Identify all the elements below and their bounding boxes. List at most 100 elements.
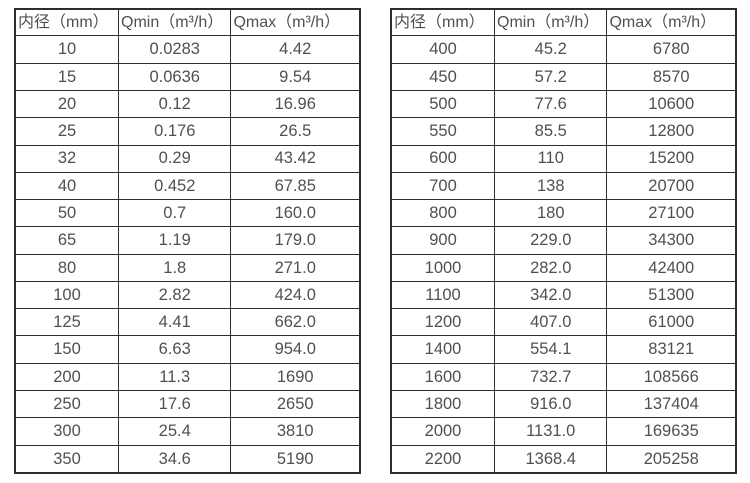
table-cell: 138 (493, 171, 608, 201)
table-row: 65 1.19 179.0 (14, 226, 361, 255)
table-cell: 550 (390, 117, 495, 146)
table-cell: 600 (390, 144, 495, 173)
table-row: 250 17.6 2650 (14, 390, 361, 419)
table-cell: 110 (493, 144, 608, 173)
table-cell: 250 (14, 390, 119, 419)
table-cell: 25.4 (117, 417, 232, 446)
table-header-row: 内径（mm） Qmin（m³/h） Qmax（m³/h） (390, 8, 737, 37)
table-row: 1400 554.1 83121 (390, 335, 737, 364)
flow-rate-table-large-diameters: 内径（mm） Qmin（m³/h） Qmax（m³/h） 400 45.2 6780 45… (390, 8, 737, 474)
table-row: 2200 1368.4 205258 (390, 444, 737, 474)
table-cell: 26.5 (230, 117, 361, 146)
table-row: 1200 407.0 61000 (390, 308, 737, 337)
table-cell: 125 (14, 308, 119, 337)
table-cell: 0.0283 (117, 35, 232, 64)
table-row: 50 0.7 160.0 (14, 199, 361, 228)
table-cell: 51300 (606, 280, 737, 310)
table-row: 80 1.8 271.0 (14, 253, 361, 282)
table-cell: 180 (493, 199, 608, 228)
table-row: 600 110 15200 (390, 144, 737, 173)
table-cell: 45.2 (493, 35, 608, 64)
table-cell: 554.1 (493, 335, 608, 364)
table-row: 900 229.0 34300 (390, 226, 737, 255)
table-cell: 400 (390, 35, 495, 64)
column-header: Qmax（m³/h） (230, 8, 361, 37)
table-cell: 200 (14, 362, 119, 392)
table-cell: 662.0 (230, 308, 361, 337)
table-cell: 57.2 (493, 62, 608, 91)
table-row: 100 2.82 424.0 (14, 280, 361, 310)
table-cell: 25 (14, 117, 119, 146)
table-cell: 9.54 (230, 62, 361, 91)
table-cell: 4.41 (117, 308, 232, 337)
table-cell: 1600 (390, 362, 495, 392)
column-header: Qmin（m³/h） (493, 8, 608, 37)
table-row: 1000 282.0 42400 (390, 253, 737, 282)
table-cell: 1368.4 (493, 444, 608, 474)
table-cell: 43.42 (230, 144, 361, 173)
table-cell: 205258 (606, 444, 737, 474)
table-cell: 85.5 (493, 117, 608, 146)
table-cell: 67.85 (230, 171, 361, 201)
table-cell: 916.0 (493, 390, 608, 419)
table-cell: 50 (14, 199, 119, 228)
table-cell: 137404 (606, 390, 737, 419)
table-cell: 6780 (606, 35, 737, 64)
table-row: 400 45.2 6780 (390, 35, 737, 64)
column-header: Qmin（m³/h） (117, 8, 232, 37)
table-cell: 83121 (606, 335, 737, 364)
table-cell: 282.0 (493, 253, 608, 282)
table-cell: 0.12 (117, 89, 232, 119)
table-cell: 229.0 (493, 226, 608, 255)
table-cell: 1400 (390, 335, 495, 364)
table-cell: 100 (14, 280, 119, 310)
table-cell: 0.452 (117, 171, 232, 201)
table-cell: 342.0 (493, 280, 608, 310)
table-row: 450 57.2 8570 (390, 62, 737, 91)
table-row: 32 0.29 43.42 (14, 144, 361, 173)
table-row: 200 11.3 1690 (14, 362, 361, 392)
table-cell: 3810 (230, 417, 361, 446)
table-cell: 15 (14, 62, 119, 91)
table-cell: 77.6 (493, 89, 608, 119)
table-cell: 17.6 (117, 390, 232, 419)
table-cell: 0.176 (117, 117, 232, 146)
table-cell: 424.0 (230, 280, 361, 310)
table-cell: 20700 (606, 171, 737, 201)
table-row: 1600 732.7 108566 (390, 362, 737, 392)
table-cell: 1.19 (117, 226, 232, 255)
table-cell: 271.0 (230, 253, 361, 282)
table-cell: 10 (14, 35, 119, 64)
table-cell: 350 (14, 444, 119, 474)
flow-rate-table-small-diameters: 内径（mm） Qmin（m³/h） Qmax（m³/h） 10 0.0283 4.42 1… (14, 8, 361, 474)
table-cell: 1131.0 (493, 417, 608, 446)
table-cell: 0.0636 (117, 62, 232, 91)
table-row: 1800 916.0 137404 (390, 390, 737, 419)
table-row: 300 25.4 3810 (14, 417, 361, 446)
table-cell: 5190 (230, 444, 361, 474)
table-cell: 1.8 (117, 253, 232, 282)
table-cell: 1690 (230, 362, 361, 392)
column-header: Qmax（m³/h） (606, 8, 737, 37)
table-row: 10 0.0283 4.42 (14, 35, 361, 64)
column-header: 内径（mm） (390, 8, 495, 37)
table-cell: 8570 (606, 62, 737, 91)
table-cell: 160.0 (230, 199, 361, 228)
table-row: 350 34.6 5190 (14, 444, 361, 474)
table-cell: 11.3 (117, 362, 232, 392)
table-row: 2000 1131.0 169635 (390, 417, 737, 446)
table-cell: 900 (390, 226, 495, 255)
table-row: 40 0.452 67.85 (14, 171, 361, 201)
table-cell: 150 (14, 335, 119, 364)
table-cell: 2200 (390, 444, 495, 474)
table-row: 150 6.63 954.0 (14, 335, 361, 364)
table-cell: 1200 (390, 308, 495, 337)
table-cell: 80 (14, 253, 119, 282)
table-row: 125 4.41 662.0 (14, 308, 361, 337)
table-cell: 108566 (606, 362, 737, 392)
table-cell: 27100 (606, 199, 737, 228)
table-cell: 407.0 (493, 308, 608, 337)
table-cell: 732.7 (493, 362, 608, 392)
table-cell: 450 (390, 62, 495, 91)
